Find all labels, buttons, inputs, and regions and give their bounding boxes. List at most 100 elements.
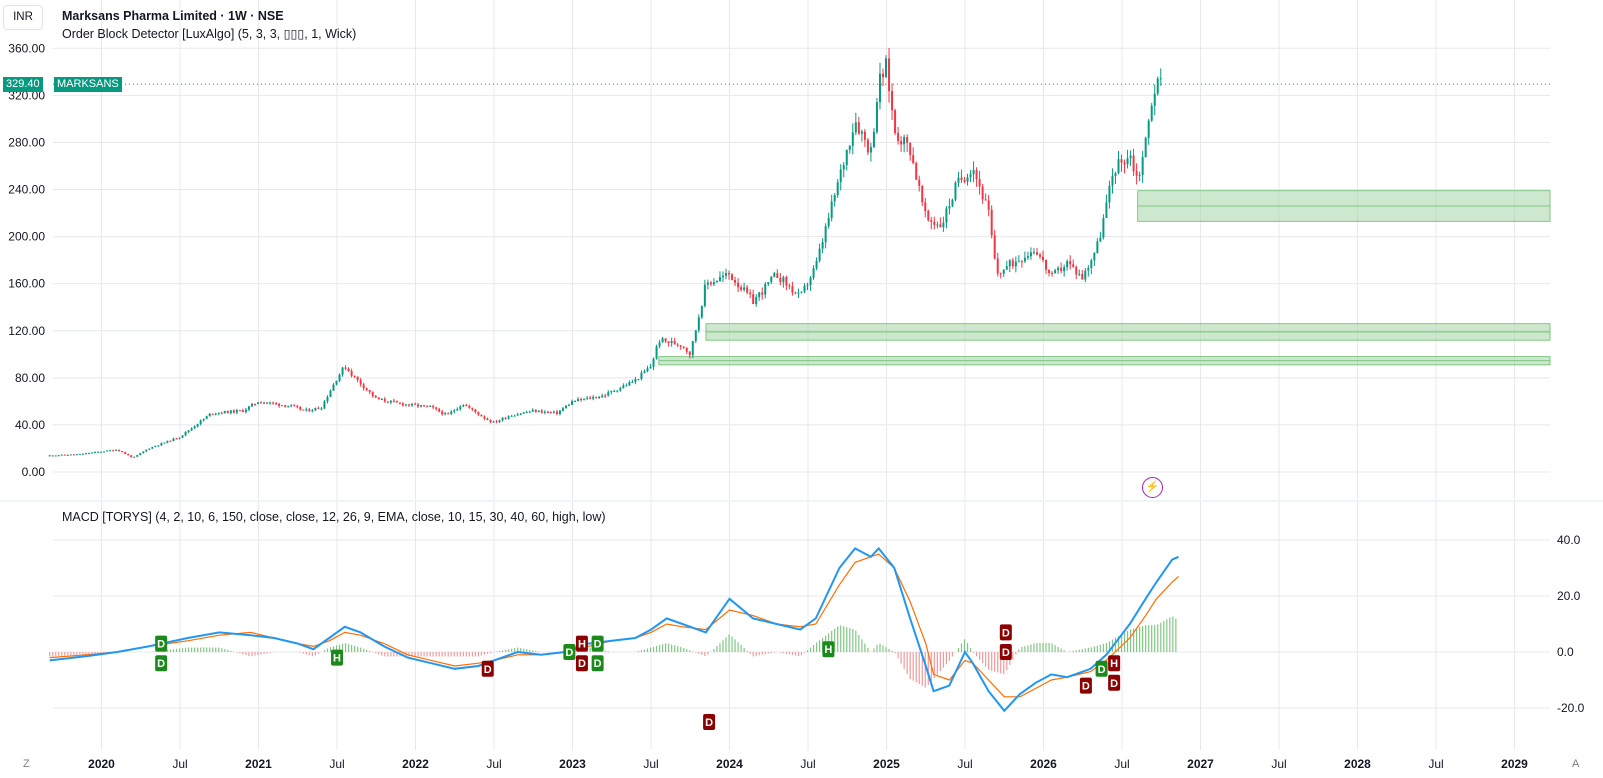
candle-body <box>607 392 610 396</box>
candle-body <box>127 453 130 456</box>
lightning-icon[interactable]: ⚡ <box>1142 477 1163 498</box>
candle-body <box>498 420 501 423</box>
candle-body <box>930 220 933 222</box>
candle-body <box>640 372 643 380</box>
candle-body <box>915 163 918 180</box>
candle-body <box>438 408 441 412</box>
candle-body <box>577 399 580 402</box>
candle-body <box>145 449 148 452</box>
x-tick-label: 2020 <box>88 757 115 771</box>
candle-body <box>190 428 193 431</box>
candle-body <box>516 414 519 416</box>
candle-body <box>628 382 631 386</box>
candle-body <box>504 417 507 419</box>
candle-body <box>486 418 489 421</box>
candle-body <box>731 274 734 280</box>
candle-body <box>1005 266 1008 270</box>
candle-body <box>235 410 238 413</box>
candle-body <box>1102 218 1105 238</box>
macd-tick-label: 0.0 <box>1557 645 1574 659</box>
macd-signal-badge <box>563 644 576 660</box>
candle-body <box>314 407 317 411</box>
candle-body <box>806 285 809 287</box>
candle-body <box>691 341 694 356</box>
candle-body <box>567 404 570 406</box>
candle-body <box>1123 162 1126 165</box>
candle-body <box>444 413 447 415</box>
macd-signal-text: D <box>565 647 573 659</box>
candle-body <box>462 405 465 407</box>
candle-body <box>187 430 190 432</box>
candle-body <box>244 409 247 412</box>
candle-body <box>586 397 589 399</box>
candle-body <box>389 400 392 403</box>
candle-body <box>809 277 812 286</box>
candle-body <box>302 409 305 411</box>
last-price-symbol: MARKSANS <box>54 77 122 92</box>
candle-body <box>963 179 966 182</box>
candle-body <box>93 451 96 453</box>
candle-body <box>263 402 266 404</box>
candle-body <box>54 455 57 457</box>
candle-body <box>878 73 881 103</box>
candle-body <box>175 438 178 440</box>
candle-body <box>1078 273 1081 275</box>
candle-body <box>423 405 426 407</box>
candle-body <box>1156 78 1159 94</box>
candle-body <box>290 405 293 407</box>
candle-body <box>344 367 347 369</box>
macd-signal-text: D <box>705 717 713 729</box>
macd-signal-badge <box>999 644 1012 660</box>
x-tick-label: Jul <box>486 757 501 771</box>
candle-body <box>426 405 429 407</box>
candle-body <box>1017 261 1020 263</box>
candle-body <box>1114 173 1117 177</box>
x-tick-label: 2022 <box>402 757 429 771</box>
candle-body <box>571 401 574 405</box>
candle-body <box>912 155 915 164</box>
macd-signal-label: D <box>591 635 604 652</box>
auto-scale-z-button[interactable]: Z <box>23 758 30 770</box>
candle-body <box>118 449 121 452</box>
x-tick-label: 2021 <box>245 757 272 771</box>
auto-scale-a-button[interactable]: A <box>1572 758 1580 770</box>
candle-body <box>881 73 884 77</box>
candle-body <box>450 411 453 414</box>
candle-body <box>803 285 806 292</box>
candle-body <box>383 398 386 402</box>
indicator-legend[interactable]: Order Block Detector [LuxAlgo] (5, 3, 3,… <box>62 27 357 41</box>
currency-selector[interactable]: INR <box>3 5 43 30</box>
candle-body <box>1029 252 1032 257</box>
candle-body <box>555 411 558 414</box>
candle-body <box>788 285 791 287</box>
macd-signal-text: H <box>578 639 586 651</box>
candle-body <box>169 440 172 442</box>
candle-body <box>589 397 592 399</box>
macd-signal-badge <box>155 655 168 672</box>
candle-body <box>232 410 235 413</box>
candle-body <box>616 390 619 392</box>
macd-signal-badge <box>822 641 835 658</box>
macd-signal-label: D <box>999 624 1012 641</box>
macd-signal-text: D <box>1002 627 1010 639</box>
candle-body <box>894 110 897 133</box>
candle-body <box>356 376 359 380</box>
candle-body <box>247 406 250 410</box>
macd-signal-badge <box>331 649 343 666</box>
x-tick-label: 2026 <box>1030 757 1057 771</box>
candle-body <box>332 384 335 391</box>
candle-body <box>966 177 969 182</box>
candle-body <box>1099 237 1102 242</box>
candle-body <box>154 446 157 448</box>
candle-body <box>335 380 338 385</box>
candle-body <box>350 371 353 376</box>
candle-body <box>447 413 450 415</box>
candle-body <box>519 413 522 415</box>
candle-body <box>646 368 649 372</box>
macd-legend[interactable]: MACD [TORYS] (4, 2, 10, 6, 150, close, c… <box>62 510 606 524</box>
candle-body <box>1075 266 1078 275</box>
macd-signal-label: D <box>999 644 1012 660</box>
candle-body <box>1002 269 1005 274</box>
price-tick-label: 160.00 <box>8 277 45 291</box>
